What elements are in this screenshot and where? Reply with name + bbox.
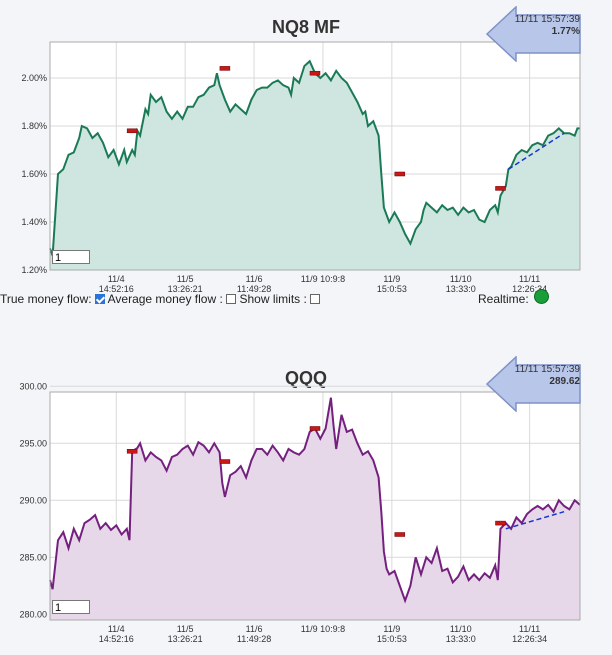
limit-marker [309, 70, 321, 76]
x-tick-time: 15:0:53 [377, 284, 407, 292]
x-tick-date: 11/9 [383, 274, 400, 284]
y-tick-label: 285.00 [19, 552, 47, 562]
x-tick-time: 13:26:21 [168, 284, 203, 292]
series-line [49, 397, 581, 604]
x-tick-time: 13:33:0 [446, 634, 476, 644]
x-tick-date: 11/10 [450, 624, 472, 634]
readout-time: 11/11 15:57:39 [514, 14, 580, 25]
x-tick-time: 13:33:0 [446, 284, 476, 292]
limit-marker [126, 128, 138, 134]
x-tick-date: 11/6 [246, 624, 263, 634]
trend-line [505, 510, 565, 530]
x-tick-date: 11/4 [108, 274, 125, 284]
x-tick-date: 11/4 [108, 624, 125, 634]
y-tick-label: 280.00 [19, 609, 47, 619]
nq8-mf-chart: 1.20%1.40%1.60%1.80%2.00% 11/414:52:1611… [21, 41, 581, 292]
x-tick-time: 14:52:16 [99, 634, 134, 644]
show-limits-label: Show limits : [239, 292, 307, 306]
plot-frame [49, 391, 581, 621]
green-status-dot-icon[interactable] [534, 289, 549, 304]
y-tick-label: 1.20% [21, 265, 47, 275]
x-tick-date: 11/5 [177, 624, 194, 634]
left-arrow-icon [485, 355, 581, 413]
trend-line [508, 132, 565, 170]
area-fill [50, 61, 580, 271]
true-money-flow-checkbox[interactable] [94, 294, 105, 304]
y-tick-label: 1.40% [21, 217, 47, 227]
x-tick-date: 11/11 [519, 274, 540, 284]
x-tick-date: 11/9 [383, 624, 400, 634]
value-readout: 11/11 15:57:39 289.62 [485, 355, 582, 417]
y-tick-label: 1.60% [21, 169, 47, 179]
y-tick-label: 295.00 [19, 438, 47, 448]
y-tick-label: 300.00 [19, 381, 47, 391]
controls-row: True money flow: Average money flow : Sh… [0, 289, 612, 308]
qqq-chart: 280.00 285.00 290.00 295.00 300.00 11/414:52… [19, 381, 581, 644]
limit-marker [309, 426, 321, 431]
left-arrow-icon [485, 5, 581, 63]
period-input[interactable]: 1 [52, 600, 90, 614]
readout-value: 289.62 [549, 376, 580, 387]
average-money-flow-label: Average money flow : [107, 292, 223, 306]
true-money-flow-label: True money flow: [0, 292, 92, 306]
x-tick-date: 11/9 10:9:8 [301, 274, 345, 284]
x-tick-time: 14:52:16 [99, 284, 134, 292]
x-tick-date: 11/11 [519, 624, 540, 634]
plot-frame [49, 41, 581, 271]
realtime-label: Realtime: [478, 292, 529, 306]
limit-marker [394, 171, 406, 177]
x-tick-time: 11:49:28 [237, 634, 271, 644]
limit-marker [495, 520, 506, 526]
y-tick-label: 290.00 [19, 495, 47, 505]
limit-marker [394, 532, 406, 537]
x-tick-time: 12:26:34 [512, 284, 547, 292]
y-tick-label: 2.00% [21, 73, 47, 83]
limit-marker [219, 66, 231, 71]
x-tick-date: 11/5 [177, 274, 194, 284]
show-limits-checkbox[interactable] [310, 294, 321, 304]
qqq-chart-panel: QQQ 280.00 285.00 290.00 295.00 300.00 11/4 1… [0, 350, 612, 655]
limit-marker [495, 186, 506, 191]
chart-title: NQ8 MF [271, 17, 340, 37]
x-tick-time: 11:49:28 [237, 284, 271, 292]
x-tick-date: 11/9 10:9:8 [301, 624, 345, 634]
x-tick-time: 12:26:34 [512, 634, 547, 644]
period-input[interactable]: 1 [52, 250, 90, 264]
y-tick-label: 1.80% [21, 121, 47, 131]
chart-title: QQQ [284, 368, 327, 388]
average-money-flow-checkbox[interactable] [226, 294, 237, 304]
x-tick-date: 11/10 [450, 274, 472, 284]
x-tick-date: 11/6 [246, 274, 263, 284]
value-readout: 11/11 15:57:39 1.77% [485, 5, 582, 67]
area-fill [50, 397, 580, 620]
limit-marker [126, 449, 138, 454]
x-tick-time: 13:26:21 [168, 634, 203, 644]
nq8-mf-chart-panel: NQ8 MF 1.20% 1.40% 1.60% 1.80% 2.00% 11/4 14:… [0, 0, 612, 292]
readout-time: 11/11 15:57:39 [514, 364, 580, 375]
limit-marker [219, 459, 231, 464]
readout-value: 1.77% [551, 26, 580, 37]
x-tick-time: 15:0:53 [377, 634, 407, 644]
